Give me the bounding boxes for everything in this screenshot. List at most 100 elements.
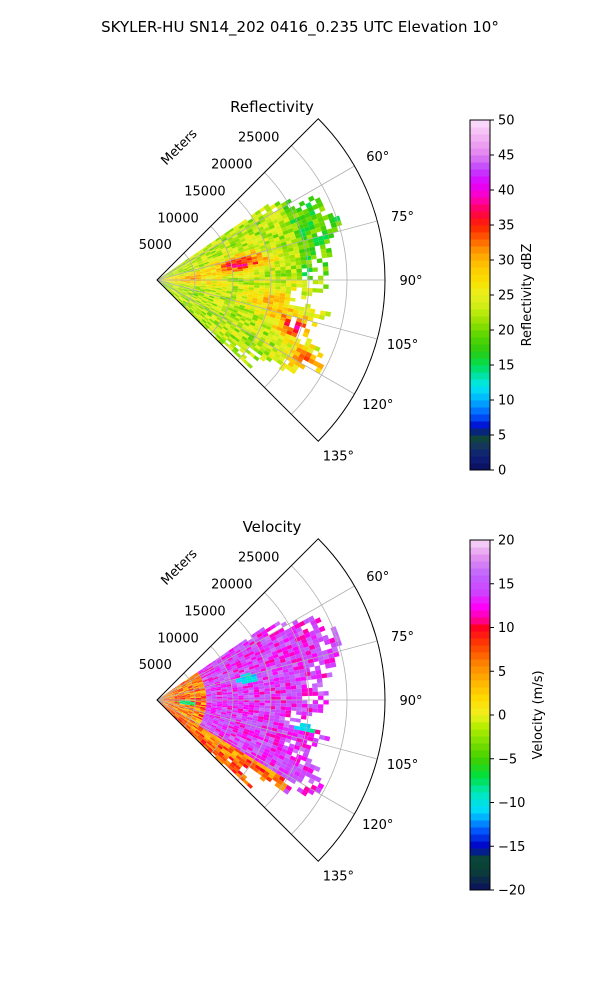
range-gate — [259, 355, 266, 362]
range-gate — [189, 706, 196, 709]
range-gate — [215, 308, 221, 313]
range-gate — [292, 364, 299, 371]
range-gate — [224, 312, 231, 317]
range-gate — [291, 332, 298, 338]
range-gate — [240, 658, 246, 663]
range-gate — [264, 646, 271, 652]
range-gate — [265, 229, 272, 235]
range-gate — [200, 286, 206, 290]
range-gate — [296, 283, 303, 288]
colorbar-tick-label: −15 — [498, 840, 525, 855]
range-gate — [227, 707, 233, 710]
range-gate — [203, 263, 210, 266]
range-gate — [232, 654, 238, 659]
range-gate — [312, 708, 318, 713]
range-gate — [278, 355, 286, 362]
range-gate — [230, 761, 237, 767]
range-gate — [267, 209, 274, 216]
range-gate — [270, 693, 276, 698]
range-gate — [229, 299, 236, 304]
range-gate — [290, 685, 297, 690]
range-gate — [187, 291, 194, 295]
range-gate — [266, 232, 273, 238]
range-gate — [269, 708, 276, 713]
colorbar-band — [470, 295, 490, 303]
range-gate — [312, 623, 319, 631]
range-gate — [213, 256, 219, 260]
range-gate — [289, 755, 297, 762]
range-gate — [174, 696, 180, 698]
range-gate — [253, 326, 260, 332]
range-gate — [233, 739, 239, 744]
range-gate — [188, 721, 194, 725]
range-gate — [246, 679, 253, 684]
range-gate — [274, 295, 280, 300]
range-gate — [220, 291, 227, 295]
range-gate — [206, 312, 212, 318]
range-gate — [178, 708, 184, 711]
range-gate — [284, 678, 291, 684]
range-gate — [238, 655, 245, 661]
range-gate — [206, 275, 212, 278]
range-gate — [304, 761, 311, 768]
range-gate — [168, 276, 175, 278]
range-gate — [195, 274, 201, 276]
range-gate — [167, 272, 173, 276]
range-gate — [237, 741, 244, 747]
colorbar-band — [470, 666, 490, 674]
range-gate — [257, 718, 264, 723]
range-gate — [237, 286, 244, 290]
range-gate — [211, 702, 217, 705]
range-gate — [188, 309, 194, 315]
range-gate — [307, 357, 315, 365]
range-gate — [248, 689, 254, 693]
range-gate — [286, 762, 293, 769]
range-gate — [168, 694, 174, 697]
colorbar-tick-label: 20 — [498, 324, 515, 339]
range-gate — [187, 303, 192, 308]
range-gate — [275, 749, 282, 755]
range-gate — [284, 208, 292, 215]
range-gate — [199, 723, 206, 728]
range-gate — [254, 277, 260, 280]
range-gate — [287, 307, 294, 313]
range-gate — [259, 775, 266, 782]
range-gate — [259, 285, 265, 289]
range-gate — [220, 655, 227, 661]
range-gate — [300, 256, 307, 262]
range-gate — [203, 668, 209, 673]
range-gate — [176, 264, 181, 269]
colorbar-band — [470, 141, 490, 149]
range-gate — [265, 649, 272, 655]
range-gate — [179, 277, 186, 279]
range-gate — [182, 264, 188, 268]
range-gate — [261, 253, 268, 258]
range-gate — [214, 295, 221, 299]
range-gate — [295, 718, 301, 723]
range-gate — [177, 687, 183, 691]
colorbar-band — [470, 708, 490, 716]
range-gate — [272, 721, 279, 726]
range-gate — [229, 745, 236, 751]
range-gate — [286, 276, 292, 280]
range-gate — [205, 252, 212, 257]
range-gate — [179, 276, 185, 278]
range-gate — [292, 666, 299, 671]
range-gate — [172, 707, 178, 710]
range-gate — [274, 353, 281, 360]
range-gate — [242, 267, 249, 271]
range-gate — [270, 276, 276, 280]
range-gate — [275, 633, 282, 639]
range-gate — [278, 673, 285, 678]
range-gate — [196, 257, 202, 262]
range-gate — [278, 719, 285, 724]
range-gate — [193, 304, 199, 308]
range-gate — [278, 219, 285, 226]
range-gate — [256, 301, 263, 306]
range-gate — [224, 663, 231, 668]
range-gate — [194, 707, 201, 710]
range-gate — [243, 641, 250, 647]
range-gate — [273, 222, 280, 228]
range-gate — [305, 744, 312, 750]
range-gate — [276, 757, 284, 764]
